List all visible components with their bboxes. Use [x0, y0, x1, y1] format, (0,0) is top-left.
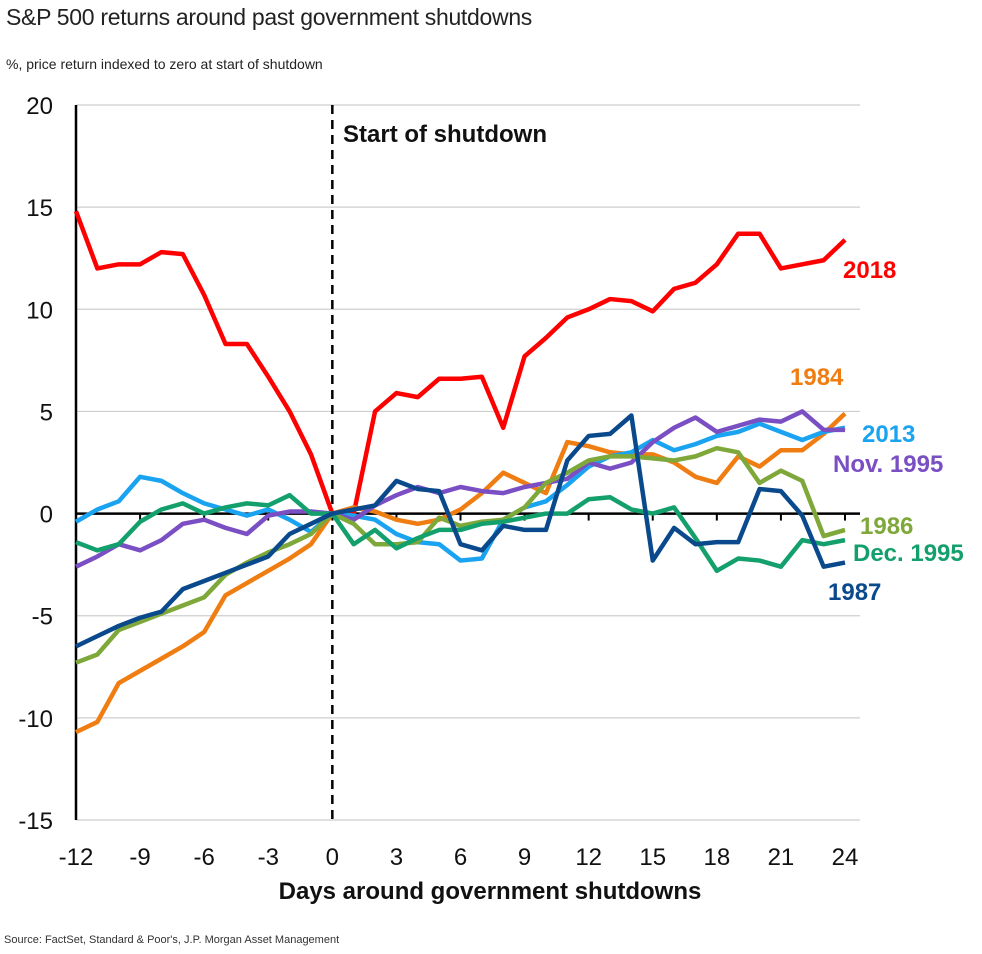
- series-label-2013: 2013: [862, 421, 915, 448]
- start-of-shutdown-annotation: Start of shutdown: [343, 121, 547, 148]
- series-line-nov-1995: [75, 409, 845, 569]
- x-tick-label: 24: [832, 844, 859, 871]
- x-axis-title: Days around government shutdowns: [279, 878, 702, 905]
- series-lines: [73, 210, 847, 735]
- gridlines: [76, 104, 860, 821]
- series-line-2018: [73, 210, 847, 516]
- x-tick-label: 6: [454, 844, 467, 871]
- series-label-2018: 2018: [843, 257, 896, 284]
- y-tick-label: -10: [18, 706, 53, 733]
- series-label-1984: 1984: [790, 364, 844, 391]
- series-line-1986: [75, 445, 846, 665]
- series-line-2013: [74, 421, 846, 563]
- x-tick-label: 18: [703, 844, 730, 871]
- x-tick-label: 15: [639, 844, 666, 871]
- series-line-dec-1995: [75, 492, 846, 574]
- x-tick-label: 12: [575, 844, 602, 871]
- chart-title: S&P 500 returns around past government s…: [6, 4, 533, 30]
- y-tick-label: -15: [18, 808, 53, 835]
- x-tick-label: 0: [326, 844, 339, 871]
- series-label-nov-1995: Nov. 1995: [833, 451, 943, 478]
- source-note: Source: FactSet, Standard & Poor's, J.P.…: [4, 934, 340, 946]
- tick-labels: 20 15 10 5 0 -5 -10 -15-12 -9 -6 -3 0 3 6 9 12 15 18 21 24: [18, 93, 858, 871]
- y-tick-label: 15: [26, 195, 53, 222]
- y-tick-label: 0: [40, 502, 53, 529]
- series-line-1984: [75, 411, 847, 735]
- y-tick-label: 10: [26, 297, 53, 324]
- series-label-1987: 1987: [828, 579, 881, 606]
- y-tick-label: -5: [32, 604, 53, 631]
- chart-subtitle: %, price return indexed to zero at start…: [6, 56, 323, 72]
- series-label-dec-1995: Dec. 1995: [853, 540, 964, 567]
- x-tick-label: -6: [193, 844, 214, 871]
- series-label-1986: 1986: [860, 513, 913, 540]
- y-tick-label: 5: [40, 399, 53, 426]
- series-line-1987: [75, 413, 846, 649]
- axes: [74, 105, 860, 820]
- x-tick-label: 9: [518, 844, 531, 871]
- x-tick-label: 3: [390, 844, 403, 871]
- x-tick-label: -12: [59, 844, 94, 871]
- x-tick-label: 21: [768, 844, 795, 871]
- x-tick-label: -3: [258, 844, 279, 871]
- y-tick-label: 20: [26, 93, 53, 120]
- x-tick-label: -9: [129, 844, 150, 871]
